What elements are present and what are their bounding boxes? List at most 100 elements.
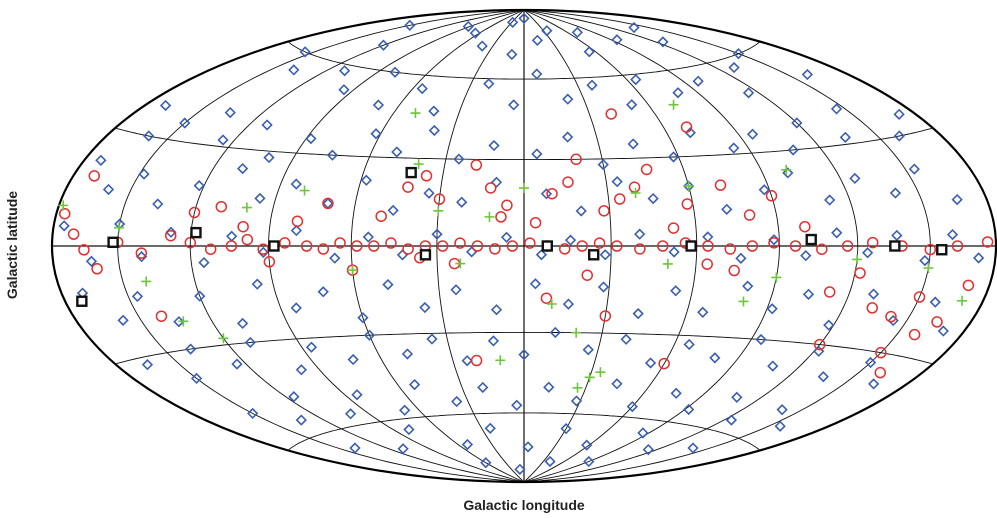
square-point bbox=[889, 240, 901, 252]
y-axis-label: Galactic latitude bbox=[4, 191, 20, 299]
diamond-point bbox=[692, 75, 704, 87]
diamond-point bbox=[919, 254, 931, 267]
diamond-point bbox=[143, 130, 155, 142]
square-point bbox=[190, 226, 202, 239]
diamond-point bbox=[370, 128, 382, 140]
circle-point bbox=[495, 211, 507, 223]
circle-point bbox=[605, 108, 617, 120]
diamond-point bbox=[946, 228, 959, 241]
diamond-point bbox=[194, 290, 206, 302]
diamond-point bbox=[562, 298, 575, 310]
diamond-point bbox=[687, 442, 699, 454]
circle-point bbox=[866, 302, 878, 314]
diamond-point bbox=[562, 93, 574, 105]
diamond-point bbox=[500, 231, 513, 243]
plus-point bbox=[484, 211, 495, 222]
diamond-point bbox=[362, 231, 374, 243]
diamond-point bbox=[338, 84, 350, 96]
circle-point bbox=[599, 310, 612, 322]
x-axis-label: Galactic longitude bbox=[463, 497, 585, 513]
diamond-point bbox=[396, 249, 409, 261]
plus-point bbox=[584, 372, 595, 383]
diamond-point bbox=[709, 352, 721, 364]
diamond-point bbox=[257, 246, 269, 258]
diamond-point bbox=[620, 333, 632, 345]
circle-point bbox=[908, 328, 921, 341]
circle-point bbox=[402, 181, 414, 193]
diamond-point bbox=[531, 34, 544, 46]
diamond-point bbox=[774, 420, 786, 432]
diamond-point bbox=[317, 286, 329, 298]
plus-point bbox=[683, 181, 694, 192]
diamond-point bbox=[634, 228, 646, 240]
diamond-point bbox=[560, 423, 572, 435]
diamond-point bbox=[889, 187, 902, 199]
square-point bbox=[588, 249, 600, 261]
plus-point bbox=[662, 258, 673, 269]
circle-point bbox=[291, 215, 304, 227]
diamond-point bbox=[349, 442, 361, 454]
plus-point bbox=[923, 262, 934, 273]
circle-point bbox=[257, 243, 269, 255]
diamond-point bbox=[247, 407, 259, 420]
circle-point bbox=[874, 366, 887, 379]
diamond-point bbox=[95, 154, 107, 166]
diamond-point bbox=[428, 105, 440, 117]
diamond-point bbox=[305, 341, 318, 353]
diamond-point bbox=[58, 220, 70, 232]
diamond-point bbox=[583, 455, 595, 468]
diamond-point bbox=[461, 438, 474, 451]
diamond-point bbox=[244, 336, 256, 349]
diamond-point bbox=[973, 252, 985, 264]
diamond-point bbox=[399, 404, 411, 416]
diamond-point bbox=[611, 378, 623, 390]
circle-point bbox=[241, 233, 254, 246]
diamond-point bbox=[531, 148, 543, 160]
circle-point bbox=[728, 264, 740, 277]
diamond-point bbox=[951, 193, 963, 206]
circle-point bbox=[322, 197, 334, 210]
square-point bbox=[685, 240, 697, 252]
diamond-point bbox=[288, 391, 300, 403]
plus-point bbox=[178, 316, 189, 327]
circle-point bbox=[823, 286, 836, 298]
diamond-point bbox=[466, 246, 478, 258]
diamond-point bbox=[141, 359, 154, 371]
diamond-point bbox=[630, 73, 642, 86]
diamond-point bbox=[131, 290, 144, 303]
diamond-point bbox=[626, 99, 638, 111]
circle-point bbox=[78, 244, 90, 256]
circle-point bbox=[540, 292, 553, 304]
circle-point bbox=[334, 237, 346, 249]
diamond-point bbox=[159, 99, 172, 112]
diamond-point bbox=[746, 128, 759, 140]
diamond-point bbox=[295, 414, 307, 426]
diamond-point bbox=[453, 153, 465, 165]
diamond-point bbox=[372, 99, 385, 111]
circle-point bbox=[375, 210, 387, 222]
circle-point bbox=[962, 279, 975, 292]
diamond-point bbox=[173, 316, 185, 328]
circle-point bbox=[420, 170, 433, 182]
diamond-point bbox=[508, 99, 520, 111]
circle-point bbox=[300, 240, 313, 252]
diamond-point bbox=[490, 304, 503, 316]
diamond-point bbox=[477, 381, 489, 394]
circle-point bbox=[885, 310, 897, 323]
square-point bbox=[936, 244, 948, 256]
diamond-point bbox=[597, 158, 609, 171]
diamond-point bbox=[571, 26, 583, 39]
diamond-point bbox=[735, 252, 747, 264]
diamond-point bbox=[179, 117, 191, 129]
diamond-point bbox=[535, 249, 548, 261]
diamond-point bbox=[389, 66, 401, 78]
diamond-point bbox=[290, 302, 302, 314]
diamond-point bbox=[360, 174, 372, 186]
diamond-point bbox=[801, 68, 814, 81]
plus-point bbox=[738, 296, 749, 307]
circle-point bbox=[576, 240, 588, 252]
diamond-point bbox=[668, 246, 680, 258]
diamond-point bbox=[377, 39, 390, 51]
circle-point bbox=[854, 267, 866, 279]
circle-point bbox=[680, 121, 693, 133]
